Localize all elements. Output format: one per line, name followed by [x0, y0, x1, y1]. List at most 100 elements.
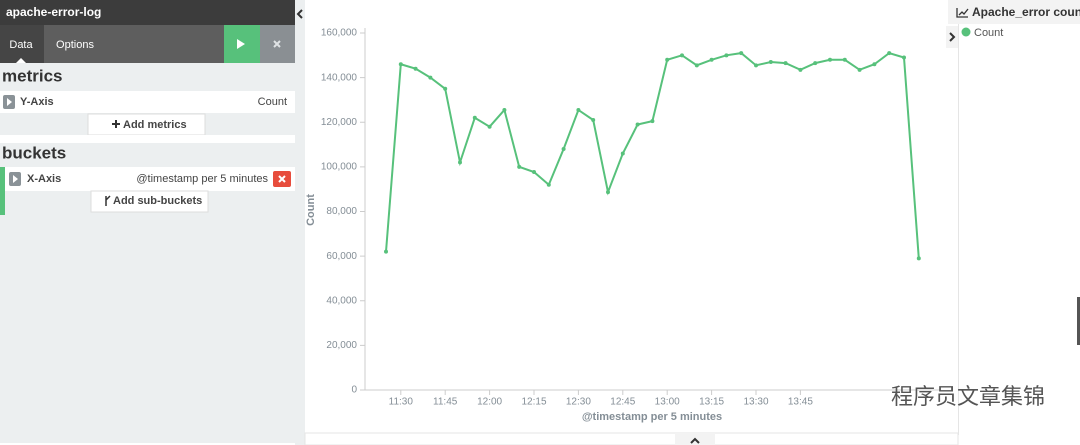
- data-point: [842, 57, 847, 62]
- y-tick-label: 0: [351, 385, 357, 396]
- x-tick-label: 12:15: [521, 397, 546, 408]
- data-point: [487, 124, 492, 129]
- data-point: [635, 122, 640, 127]
- data-point: [443, 86, 448, 91]
- x-tick-label: 13:00: [655, 397, 680, 408]
- tab[interactable]: Options: [56, 39, 94, 51]
- data-point: [561, 147, 566, 152]
- caret: [13, 175, 18, 183]
- x-tick-label: 11:45: [433, 397, 458, 408]
- tab[interactable]: Data: [9, 39, 33, 51]
- x-tick-label: 12:00: [477, 397, 502, 408]
- agg-axis: Y-Axis: [20, 96, 54, 108]
- y-tick-label: 20,000: [326, 340, 357, 351]
- plot: 0 20,000 40,000 60,000 80,000 100,000 120,000 1…: [305, 28, 940, 423]
- x-tick-label: 13:45: [788, 397, 813, 408]
- bottom-bar: [304, 432, 959, 445]
- tab-active[interactable]: [0, 25, 44, 63]
- data-point: [606, 190, 610, 195]
- x-tick-label: 11:30: [389, 397, 414, 408]
- data-point: [887, 51, 892, 56]
- x-tick-label: 13:30: [743, 397, 768, 408]
- data-point: [665, 57, 670, 62]
- data-point: [724, 53, 729, 58]
- data-point: [384, 249, 388, 254]
- data-point: [591, 118, 596, 123]
- data-point: [398, 62, 403, 67]
- index-title: apache-error-log: [6, 5, 101, 19]
- agg-row: [0, 167, 295, 191]
- watermark: 程序员文章集锦: [891, 384, 1045, 409]
- data-point: [768, 60, 773, 65]
- button-label[interactable]: Add sub-buckets: [113, 195, 202, 207]
- close-icon: [273, 40, 281, 48]
- data-point: [502, 107, 507, 112]
- y-tick-label: 100,000: [321, 162, 358, 173]
- data-point: [916, 256, 921, 261]
- spacer: [0, 135, 295, 143]
- data-point: [694, 63, 699, 68]
- agg-type: Count: [258, 96, 287, 108]
- data-point: [709, 57, 714, 62]
- data-point: [517, 164, 522, 169]
- button-label[interactable]: Add metrics: [123, 119, 187, 131]
- legend-title: Apache_error count: [972, 5, 1080, 19]
- toggle-arrow: [949, 32, 956, 42]
- plus-icon: [112, 120, 120, 128]
- legend-swatch: [961, 27, 971, 37]
- chart-icon: [956, 8, 969, 18]
- agg-row: [0, 91, 295, 113]
- data-point: [754, 63, 758, 68]
- scroll-handle: [1077, 297, 1080, 345]
- data-point: [857, 67, 862, 72]
- collapse-bar: [295, 0, 305, 445]
- data-point: [576, 107, 581, 112]
- tab-pointer: [16, 58, 26, 63]
- data-point: [458, 160, 462, 165]
- legend-header: [948, 0, 1080, 24]
- legend-toggle[interactable]: [946, 26, 958, 48]
- legend-entry: Count: [974, 27, 1003, 39]
- y-tick-label: 140,000: [321, 72, 358, 83]
- caret: [7, 98, 12, 106]
- y-tick-label: 60,000: [326, 251, 357, 262]
- series-line: [385, 51, 920, 259]
- legend-divider: [958, 0, 959, 435]
- agg-axis: X-Axis: [27, 173, 61, 185]
- y-tick-label: 80,000: [326, 206, 357, 217]
- y-tick-label: 160,000: [321, 28, 358, 39]
- x-axis-label: @timestamp per 5 minutes: [582, 411, 722, 423]
- y-axis-label: Count: [305, 194, 317, 226]
- agg-type: @timestamp per 5 minutes: [136, 173, 268, 185]
- data-point: [783, 61, 788, 66]
- data-point: [739, 51, 744, 56]
- data-point: [428, 75, 433, 80]
- x-tick-label: 13:15: [699, 397, 724, 408]
- collapse-icon[interactable]: [296, 9, 303, 19]
- data-point: [902, 55, 906, 60]
- section-heading: metrics: [2, 66, 62, 85]
- add-buckets-button[interactable]: [90, 190, 209, 213]
- data-point: [828, 57, 832, 62]
- data-point: [872, 62, 877, 67]
- y-tick-label: 40,000: [326, 295, 357, 306]
- data-point: [813, 61, 818, 66]
- x-tick-label: 12:45: [610, 397, 635, 408]
- x-tick-label: 12:30: [566, 397, 591, 408]
- data-point: [546, 182, 551, 187]
- data-point: [472, 115, 477, 120]
- play-icon: [237, 39, 245, 49]
- expand-icon: [690, 437, 700, 444]
- active-border: [0, 167, 5, 215]
- data-point: [532, 170, 536, 175]
- data-point: [650, 119, 655, 124]
- sidebar-header: [0, 0, 295, 25]
- data-point: [413, 66, 418, 71]
- section-heading: buckets: [2, 143, 66, 162]
- close-icon: [278, 175, 286, 183]
- branch-icon: [105, 195, 111, 206]
- data-point: [680, 53, 684, 58]
- data-point: [620, 151, 625, 156]
